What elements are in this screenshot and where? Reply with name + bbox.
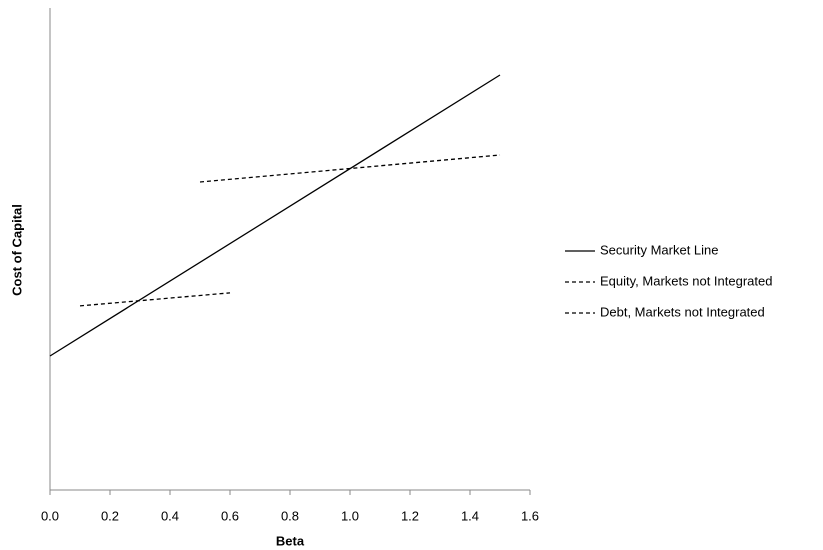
legend-label: Security Market Line (600, 242, 719, 257)
series-line (199, 154, 501, 183)
y-axis-title: Cost of Capital (9, 204, 24, 296)
x-tick-label: 0.6 (221, 508, 239, 523)
x-tick-label: 0.8 (281, 508, 299, 523)
series-line (79, 292, 231, 307)
x-tick-label: 0.0 (41, 508, 59, 523)
x-tick-label: 1.0 (341, 508, 359, 523)
x-tick-label: 0.2 (101, 508, 119, 523)
x-tick-label: 1.6 (521, 508, 539, 523)
x-tick-label: 0.4 (161, 508, 179, 523)
x-tick-label: 1.2 (401, 508, 419, 523)
legend-label: Debt, Markets not Integrated (600, 304, 765, 319)
x-axis-title: Beta (276, 533, 305, 548)
legend-label: Equity, Markets not Integrated (600, 273, 772, 288)
x-tick-label: 1.4 (461, 508, 479, 523)
series-line (49, 74, 501, 357)
